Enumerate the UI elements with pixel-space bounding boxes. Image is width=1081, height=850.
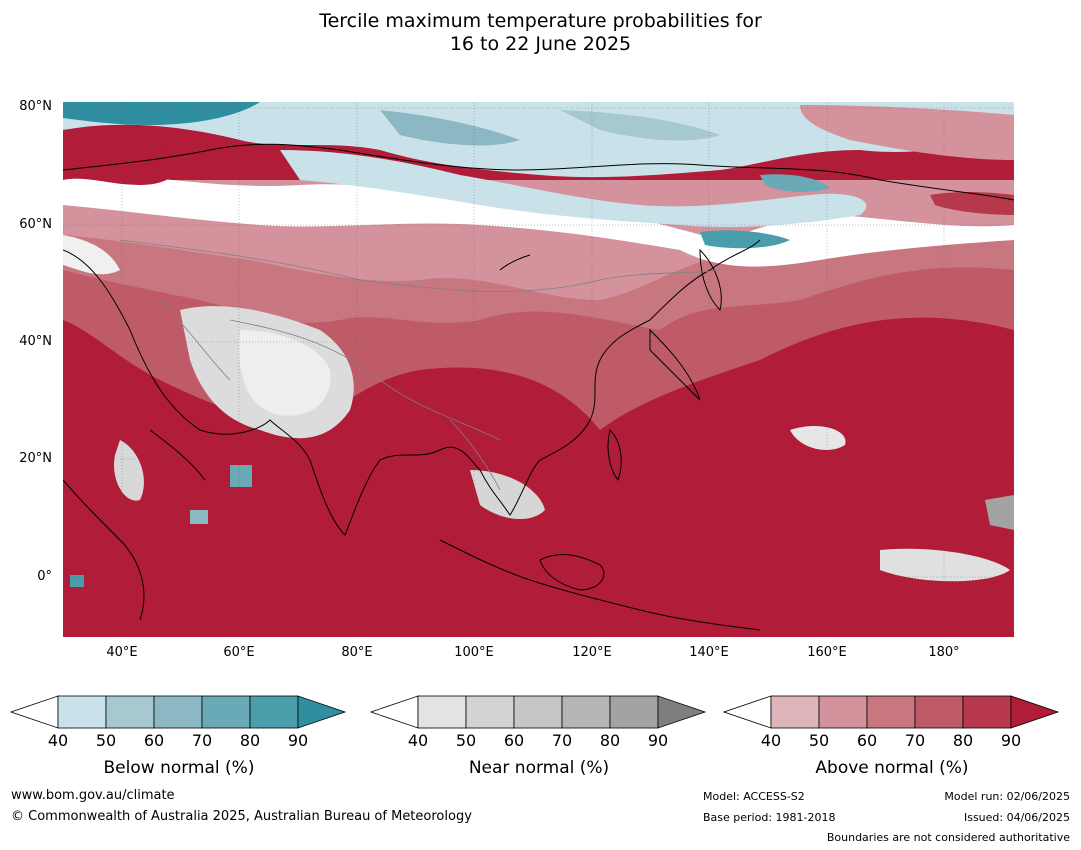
colorbar-tick: 40 — [47, 731, 69, 750]
probability-map — [63, 102, 1014, 637]
copyright-text: © Commonwealth of Australia 2025, Austra… — [11, 809, 472, 824]
country-borders — [119, 239, 721, 491]
colorbar-tick: 70 — [904, 731, 926, 750]
base-period-text: Base period: 1981-2018 — [703, 811, 836, 824]
colorbar-extend-high — [657, 695, 707, 729]
colorbar-tick: 40 — [760, 731, 782, 750]
colorbar-tick: 60 — [143, 731, 165, 750]
map-title: Tercile maximum temperature probabilitie… — [0, 10, 1081, 56]
colorbar-swatch — [57, 695, 107, 729]
colorbar-extend-low — [369, 695, 419, 729]
colorbar-above-title: Above normal (%) — [815, 758, 969, 778]
colorbar-tick: 70 — [551, 731, 573, 750]
colorbar-tick: 50 — [95, 731, 117, 750]
colorbar-swatch — [962, 695, 1012, 729]
colorbar-above-swatches — [722, 695, 1060, 729]
colorbar-tick: 90 — [647, 731, 669, 750]
colorbar-swatch — [513, 695, 563, 729]
map-field — [63, 102, 1014, 637]
colorbar-swatch — [201, 695, 251, 729]
lon-label-100e: 100°E — [454, 645, 494, 660]
colorbar-extend-high — [297, 695, 347, 729]
lat-label-20n: 20°N — [19, 451, 52, 466]
lon-label-60e: 60°E — [223, 645, 255, 660]
colorbar-near-swatches — [369, 695, 707, 729]
coastlines — [63, 143, 1014, 631]
colorbar-extend-high — [1010, 695, 1060, 729]
colorbar-swatch — [105, 695, 155, 729]
colorbar-swatch — [465, 695, 515, 729]
colorbar-swatch — [417, 695, 467, 729]
lon-label-160e: 160°E — [807, 645, 847, 660]
graticule — [63, 102, 1014, 637]
model-run-text: Model run: 02/06/2025 — [944, 790, 1070, 803]
colorbar-extend-low — [722, 695, 772, 729]
lat-label-40n: 40°N — [19, 334, 52, 349]
colorbar-near-normal: 40 50 60 70 80 90 Near normal (%) — [369, 695, 708, 785]
title-line-1: Tercile maximum temperature probabilitie… — [319, 10, 762, 32]
lat-label-60n: 60°N — [19, 217, 52, 232]
colorbar-below-swatches — [9, 695, 347, 729]
colorbar-swatch — [249, 695, 299, 729]
title-line-2: 16 to 22 June 2025 — [449, 33, 632, 55]
boundaries-disclaimer: Boundaries are not considered authoritat… — [826, 831, 1070, 844]
lon-label-40e: 40°E — [106, 645, 138, 660]
lon-label-80e: 80°E — [341, 645, 373, 660]
colorbar-swatch — [866, 695, 916, 729]
colorbar-swatch — [153, 695, 203, 729]
colorbar-below-normal: 40 50 60 70 80 90 Below normal (%) — [9, 695, 348, 785]
website-text: www.bom.gov.au/climate — [11, 788, 175, 803]
colorbar-tick: 90 — [287, 731, 309, 750]
issued-text: Issued: 04/06/2025 — [963, 811, 1070, 824]
colorbar-swatch — [818, 695, 868, 729]
colorbar-below-title: Below normal (%) — [103, 758, 255, 778]
colorbar-tick: 50 — [808, 731, 830, 750]
lat-label-0: 0° — [37, 569, 52, 584]
colorbar-swatch — [609, 695, 659, 729]
colorbar-tick: 80 — [952, 731, 974, 750]
model-text: Model: ACCESS-S2 — [703, 790, 805, 803]
colorbar-tick: 80 — [599, 731, 621, 750]
lon-label-180: 180° — [928, 645, 960, 660]
colorbar-tick: 60 — [503, 731, 525, 750]
lat-label-80n: 80°N — [19, 99, 52, 114]
colorbar-near-title: Near normal (%) — [468, 758, 610, 778]
colorbar-extend-low — [9, 695, 59, 729]
colorbar-above-normal: 40 50 60 70 80 90 Above normal (%) — [722, 695, 1061, 785]
colorbar-swatch — [561, 695, 611, 729]
colorbar-tick: 80 — [239, 731, 261, 750]
lon-label-120e: 120°E — [572, 645, 612, 660]
colorbar-swatch — [914, 695, 964, 729]
colorbar-tick: 50 — [455, 731, 477, 750]
colorbar-tick: 60 — [856, 731, 878, 750]
colorbar-tick: 40 — [407, 731, 429, 750]
colorbar-swatch — [770, 695, 820, 729]
lon-label-140e: 140°E — [689, 645, 729, 660]
colorbar-tick: 70 — [191, 731, 213, 750]
colorbar-tick: 90 — [1000, 731, 1022, 750]
